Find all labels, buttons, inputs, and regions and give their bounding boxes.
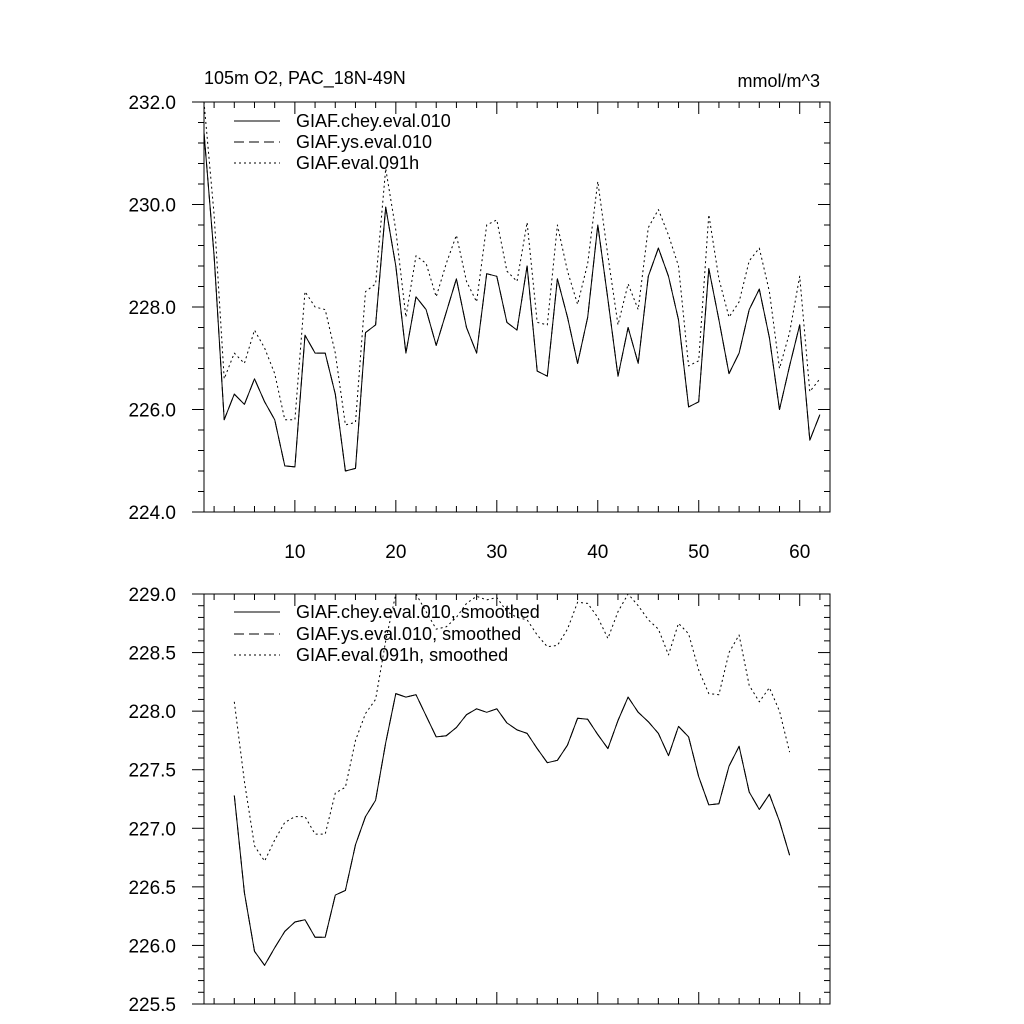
series-lines (233, 593, 791, 966)
series-line-1 (203, 132, 821, 472)
x-tick-label: 60 (789, 542, 810, 563)
legend-entry: GIAF.ys.eval.010 (234, 132, 432, 152)
series-line-3 (203, 101, 821, 426)
legend: GIAF.chey.eval.010, smoothed GIAF.ys.eva… (234, 602, 540, 665)
x-tick-label: 20 (385, 542, 406, 563)
legend-entry: GIAF.chey.eval.010 (234, 111, 451, 131)
series-line-1 (233, 693, 791, 966)
series-line-2 (203, 132, 821, 472)
plot-frame (203, 593, 831, 1005)
legend-label: GIAF.chey.eval.010, smoothed (296, 602, 540, 622)
legend-label: GIAF.chey.eval.010 (296, 111, 451, 131)
series-line-2 (233, 693, 791, 966)
y-tick-label: 225.5 (128, 995, 176, 1016)
series-lines (203, 101, 821, 472)
legend-entry: GIAF.eval.091h (234, 153, 419, 173)
y-tick-label: 226.5 (128, 878, 176, 899)
x-tick-label: 10 (284, 542, 305, 563)
y-tick-label: 224.0 (128, 503, 176, 524)
series-line-3 (233, 593, 791, 862)
plot-frame (203, 101, 831, 513)
bottom-panel: 225.5 226.0 226.5 227.0 227.5 228.0 228.5 229.0… (128, 585, 831, 1016)
axis-ticks (192, 101, 830, 513)
x-tick-label: 40 (587, 542, 608, 563)
legend-label: GIAF.eval.091h (296, 153, 419, 173)
y-tick-label: 228.0 (128, 298, 176, 319)
y-tick-label: 232.0 (128, 93, 176, 114)
y-tick-label: 228.5 (128, 644, 176, 665)
legend-label: GIAF.ys.eval.010 (296, 132, 432, 152)
y-tick-labels: 224.0 226.0 228.0 230.0 232.0 (128, 93, 176, 524)
y-tick-label: 230.0 (128, 196, 176, 217)
x-tick-label: 30 (486, 542, 507, 563)
panel-title: 105m O2, PAC_18N-49N (204, 68, 406, 89)
y-tick-label: 228.0 (128, 702, 176, 723)
legend-label: GIAF.ys.eval.010, smoothed (296, 624, 521, 644)
legend-label: GIAF.eval.091h, smoothed (296, 645, 508, 665)
legend-entry: GIAF.ys.eval.010, smoothed (234, 624, 521, 644)
y-tick-labels: 225.5 226.0 226.5 227.0 227.5 228.0 228.5 229.0 (128, 585, 176, 1016)
legend-entry: GIAF.chey.eval.010, smoothed (234, 602, 540, 622)
y-tick-label: 226.0 (128, 401, 176, 422)
top-panel: 105m O2, PAC_18N-49N mmol/m^3 224.0 226.0… (128, 68, 831, 563)
x-tick-labels: 10 20 30 40 50 60 (284, 542, 810, 563)
y-tick-label: 226.0 (128, 936, 176, 957)
x-tick-label: 50 (688, 542, 709, 563)
axis-ticks (192, 593, 830, 1005)
units-label: mmol/m^3 (738, 71, 820, 91)
y-tick-label: 227.0 (128, 819, 176, 840)
legend-entry: GIAF.eval.091h, smoothed (234, 645, 508, 665)
legend: GIAF.chey.eval.010 GIAF.ys.eval.010 GIAF… (234, 111, 451, 173)
y-tick-label: 229.0 (128, 585, 176, 606)
y-tick-label: 227.5 (128, 761, 176, 782)
